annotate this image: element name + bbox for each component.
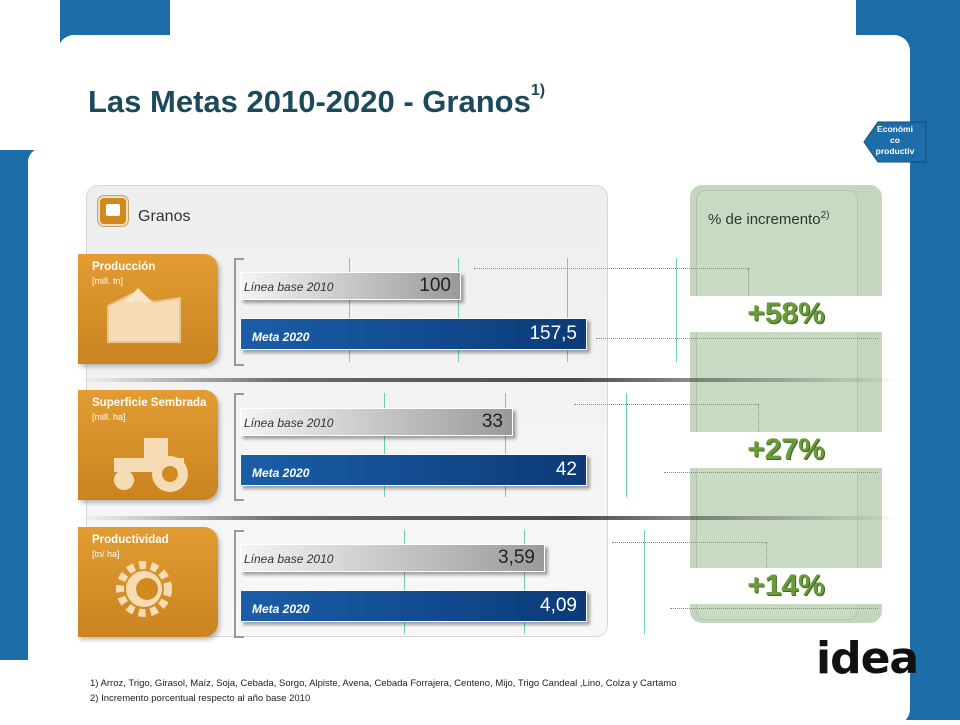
gridline <box>644 530 645 634</box>
connector-line <box>748 268 749 296</box>
gear-icon <box>116 561 172 617</box>
group-bracket <box>234 258 244 366</box>
group-bracket <box>234 393 244 501</box>
connector-line <box>612 542 766 543</box>
connector-line <box>474 268 748 269</box>
panel-label: Granos <box>138 208 191 225</box>
category-sown-area: Superficie Sembrada [mill. ha] <box>78 390 218 500</box>
increase-box: +58% <box>688 296 884 332</box>
bar-value-label: 4,09 <box>540 595 577 616</box>
group-bracket <box>234 530 244 638</box>
productive-badge: Económi co productiv <box>858 116 932 168</box>
increase-box: +14% <box>688 568 884 604</box>
category-title: Superficie Sembrada <box>92 397 207 409</box>
increase-box: +27% <box>688 432 884 468</box>
bar-goal-2020 <box>240 454 587 486</box>
badge-line-1: Económi <box>877 124 913 134</box>
grain-pile-icon <box>107 288 181 343</box>
bar-value-label: 42 <box>555 459 577 480</box>
bar-value-label: 33 <box>481 411 503 432</box>
gridline <box>524 530 525 634</box>
background-top-white <box>170 0 856 40</box>
bar-value-label: 100 <box>419 275 451 296</box>
bar-series-label: Meta 2020 <box>252 602 310 616</box>
grain-icon <box>98 196 128 226</box>
group-separator <box>80 378 900 382</box>
bar-series-label: Línea base 2010 <box>244 280 334 294</box>
group-separator <box>80 516 900 520</box>
bar-value-label: 157,5 <box>529 323 577 344</box>
increase-value: +27% <box>747 433 825 466</box>
connector-line <box>766 542 767 568</box>
badge-line-2: co <box>890 135 900 145</box>
gridline <box>404 530 405 634</box>
category-unit: [tn/ ha] <box>92 549 120 559</box>
connector-line <box>574 404 758 405</box>
increment-header-footnote-mark: 2) <box>820 210 830 221</box>
page-title: Las Metas 2010-2020 - Granos1) <box>88 82 546 119</box>
gridline <box>567 258 568 362</box>
footnote-1: 1) Arroz, Trigo, Girasol, Maíz, Soja, Ce… <box>90 678 677 689</box>
gridline <box>349 258 350 362</box>
category-title: Producción <box>92 261 156 273</box>
background-left-white <box>0 0 60 150</box>
bar-goal-2020 <box>240 590 587 622</box>
connector-line <box>758 404 759 432</box>
category-productivity: Productividad [tn/ ha] <box>78 527 218 637</box>
gridline <box>505 393 506 497</box>
increase-value: +14% <box>747 569 825 602</box>
bar-baseline-2010 <box>240 272 461 300</box>
bar-value-label: 3,59 <box>498 547 535 568</box>
bar-baseline-2010 <box>240 408 513 436</box>
gridline <box>458 258 459 362</box>
bar-series-label: Meta 2020 <box>252 330 310 344</box>
idea-logo: idea <box>816 633 919 684</box>
category-title: Productividad <box>92 534 169 546</box>
category-unit: [mill. tn] <box>92 276 124 286</box>
footnote-2: 2) Incremento porcentual respecto al año… <box>90 693 311 704</box>
bar-series-label: Línea base 2010 <box>244 416 334 430</box>
connector-line <box>596 338 878 339</box>
bar-goal-2020 <box>240 318 587 350</box>
title-footnote-mark: 1) <box>530 82 546 99</box>
gridline <box>384 393 385 497</box>
tractor-icon <box>114 438 188 492</box>
category-unit: [mill. ha] <box>92 412 126 422</box>
gridline <box>626 393 627 497</box>
bar-series-label: Línea base 2010 <box>244 552 334 566</box>
connector-line <box>670 608 878 609</box>
category-production: Producción [mill. tn] <box>78 254 218 364</box>
gridline <box>676 258 677 362</box>
increment-panel-inner <box>696 190 858 620</box>
badge-line-3: productiv <box>875 146 915 156</box>
increment-header: % de incremento2) <box>708 210 830 228</box>
increase-value: +58% <box>747 297 825 330</box>
connector-line <box>664 472 878 473</box>
bar-baseline-2010 <box>240 544 545 572</box>
bar-series-label: Meta 2020 <box>252 466 310 480</box>
